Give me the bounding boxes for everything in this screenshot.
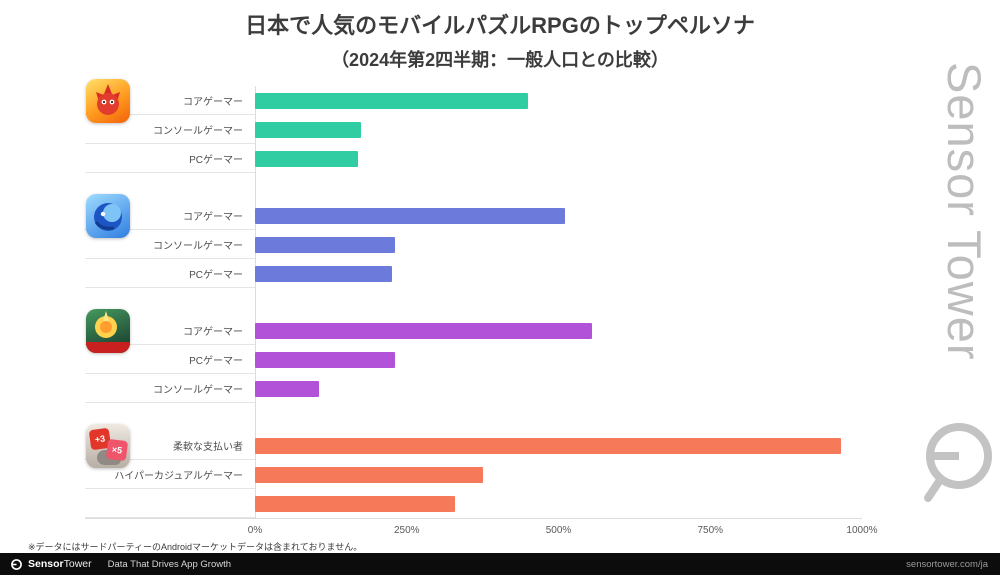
bar-label <box>0 489 255 518</box>
bar-label: コアゲーマー <box>0 201 255 230</box>
bar-track <box>255 115 862 144</box>
chart-group: コアゲーマー PCゲーマー コンソールゲーマー <box>0 309 910 403</box>
bar <box>255 351 395 368</box>
chart-group: +3 ×5 柔軟な支払い者 ハイパーカジュアルゲーマー <box>0 424 910 518</box>
bar-row: 柔軟な支払い者 <box>0 431 910 460</box>
x-axis-tick-label: 0% <box>247 525 263 536</box>
x-axis-tick-label: 750% <box>697 525 724 536</box>
bar-label: コアゲーマー <box>0 316 255 345</box>
bar-track <box>255 86 862 115</box>
bar-track <box>255 345 862 374</box>
bar-track <box>255 201 862 230</box>
footer-brand-bold: Sensor <box>28 558 64 570</box>
bar-label: コンソールゲーマー <box>0 230 255 259</box>
bar-track <box>255 460 862 489</box>
bar-row: ハイパーカジュアルゲーマー <box>0 460 910 489</box>
bar-track <box>255 431 862 460</box>
sensor-tower-footer-logo-icon <box>10 558 23 571</box>
watermark-text: Sensor Tower <box>938 62 991 361</box>
bar-row: コンソールゲーマー <box>0 374 910 403</box>
anime-battle-app-icon <box>86 309 130 353</box>
bar-label: コンソールゲーマー <box>0 374 255 403</box>
bar <box>255 121 362 138</box>
bar-row: PCゲーマー <box>0 345 910 374</box>
bar-track <box>255 230 862 259</box>
chart-subtitle: （2024年第2四半期：一般人口との比較） <box>331 50 669 70</box>
bar-label: PCゲーマー <box>0 345 255 374</box>
x-axis-tick-label: 1000% <box>846 525 878 536</box>
chart-groups: コアゲーマー コンソールゲーマー PCゲーマー コアゲーマー コンソールゲーマー PCゲー… <box>0 79 910 518</box>
bar <box>255 265 392 282</box>
bar <box>255 236 395 253</box>
x-axis-tick-label: 500% <box>545 525 572 536</box>
bar-row: コアゲーマー <box>0 86 910 115</box>
x-axis-line <box>85 518 862 519</box>
bar <box>255 495 456 512</box>
footer-bar: SensorTower Data That Drives App Growth … <box>0 553 1000 575</box>
y-axis-line <box>255 86 256 518</box>
bar-label: PCゲーマー <box>0 259 255 288</box>
bar-label: コアゲーマー <box>0 86 255 115</box>
x-axis-tick-label: 250% <box>393 525 420 536</box>
sensor-tower-logo-icon <box>920 418 996 509</box>
number-tile: ×5 <box>105 438 129 462</box>
footer-brand-light: Tower <box>63 558 92 570</box>
bar-row: コアゲーマー <box>0 316 910 345</box>
chart-group: コアゲーマー コンソールゲーマー PCゲーマー <box>0 194 910 288</box>
chart-title: 日本で人気のモバイルパズルRPGのトップペルソナ <box>245 13 755 38</box>
bar <box>255 150 359 167</box>
red-monster-app-icon <box>86 79 130 123</box>
bar <box>255 380 319 397</box>
bar <box>255 92 529 109</box>
bar-label: PCゲーマー <box>0 144 255 173</box>
footer-brand: SensorTower <box>10 558 92 571</box>
bar-row: PCゲーマー <box>0 144 910 173</box>
bar-row: PCゲーマー <box>0 259 910 288</box>
bar-track <box>255 374 862 403</box>
footer-url: sensortower.com/ja <box>906 558 988 570</box>
bar <box>255 466 483 483</box>
bar-track <box>255 316 862 345</box>
bar-row: コアゲーマー <box>0 201 910 230</box>
number-puzzle-app-icon: +3 ×5 <box>86 424 130 468</box>
chart-group: コアゲーマー コンソールゲーマー PCゲーマー <box>0 79 910 173</box>
data-footnote: ※データにはサードパーティーのAndroidマーケットデータは含まれておりません… <box>28 542 363 552</box>
bar-track <box>255 259 862 288</box>
footer-tagline: Data That Drives App Growth <box>107 558 232 570</box>
blue-dragon-app-icon <box>86 194 130 238</box>
bar-label: 柔軟な支払い者 <box>0 431 255 460</box>
bar-row <box>0 489 910 518</box>
bar <box>255 437 841 454</box>
bar <box>255 322 592 339</box>
bar-track <box>255 489 862 518</box>
bar-label: ハイパーカジュアルゲーマー <box>0 460 255 489</box>
x-axis-ticks: 0% 250% 500% 750% 1000% <box>248 525 878 539</box>
bar-row: コンソールゲーマー <box>0 230 910 259</box>
bar-row: コンソールゲーマー <box>0 115 910 144</box>
bar-track <box>255 144 862 173</box>
bar-label: コンソールゲーマー <box>0 115 255 144</box>
grouped-bar-chart: コアゲーマー コンソールゲーマー PCゲーマー コアゲーマー コンソールゲーマー PCゲー… <box>0 79 910 556</box>
bar <box>255 207 565 224</box>
